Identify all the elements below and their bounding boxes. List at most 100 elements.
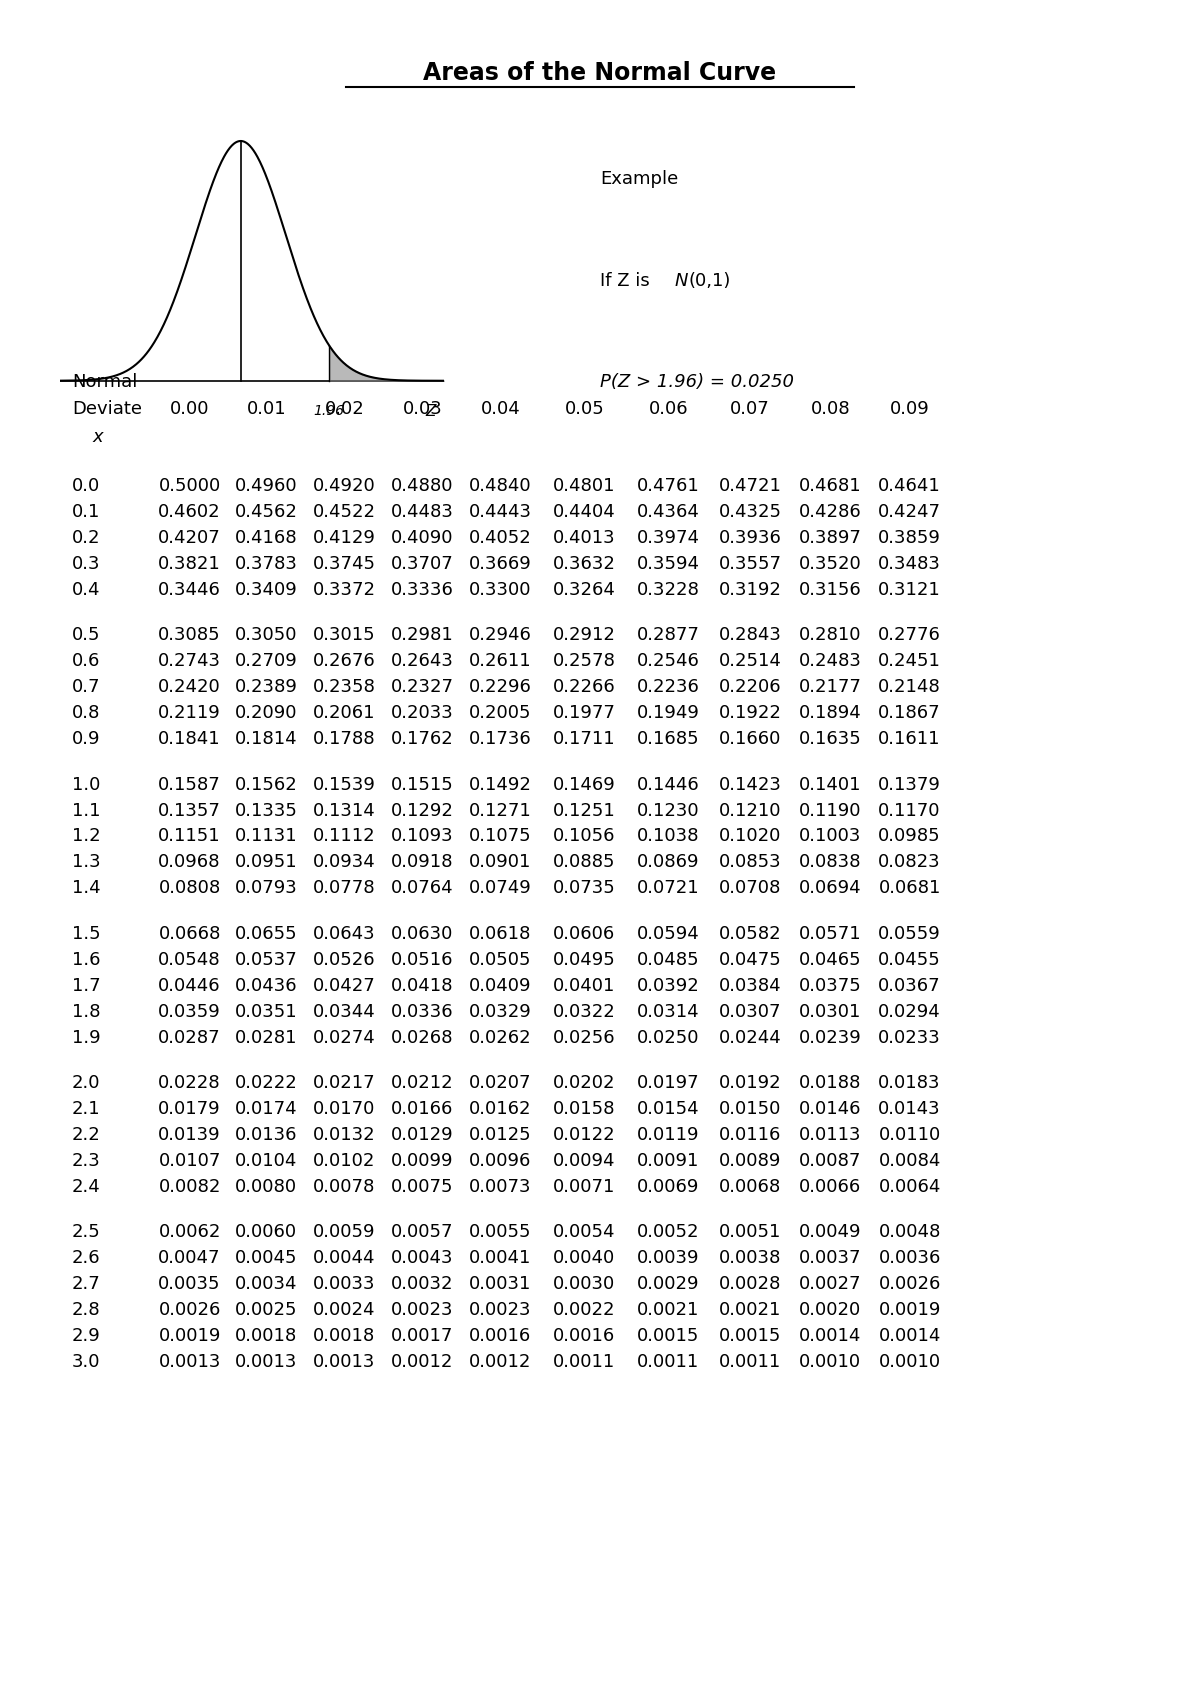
Text: 0.3050: 0.3050 — [235, 626, 298, 645]
Text: 0.1469: 0.1469 — [553, 776, 616, 794]
Text: 0.0505: 0.0505 — [469, 950, 532, 969]
Text: 0.0594: 0.0594 — [637, 925, 700, 944]
Text: Z: Z — [425, 404, 436, 419]
Text: 0.6: 0.6 — [72, 652, 101, 670]
Text: 0.0869: 0.0869 — [637, 854, 700, 872]
Text: 1.2: 1.2 — [72, 828, 101, 845]
Text: 0.0016: 0.0016 — [469, 1327, 532, 1346]
Text: 0.3085: 0.3085 — [158, 626, 221, 645]
Text: 0.0244: 0.0244 — [719, 1028, 781, 1047]
Text: 1.96: 1.96 — [313, 404, 344, 417]
Text: 0.0384: 0.0384 — [719, 977, 781, 994]
Text: 0.1357: 0.1357 — [158, 801, 221, 820]
Text: 0.0630: 0.0630 — [391, 925, 454, 944]
Text: 0.3669: 0.3669 — [469, 555, 532, 574]
Text: 0.0721: 0.0721 — [637, 879, 700, 898]
Text: 0.0465: 0.0465 — [799, 950, 862, 969]
Text: 0.0048: 0.0048 — [878, 1224, 941, 1242]
Text: 0.0322: 0.0322 — [553, 1003, 616, 1022]
Text: 0.3483: 0.3483 — [878, 555, 941, 574]
Text: 0.09: 0.09 — [889, 400, 930, 419]
Text: 0.0455: 0.0455 — [878, 950, 941, 969]
Text: 0.2420: 0.2420 — [158, 679, 221, 696]
Text: 0.1660: 0.1660 — [719, 730, 781, 748]
Text: 0.0537: 0.0537 — [235, 950, 298, 969]
Text: Deviate: Deviate — [72, 400, 142, 419]
Text: 0.3264: 0.3264 — [553, 580, 616, 599]
Text: 0.4522: 0.4522 — [313, 502, 376, 521]
Text: 0.3974: 0.3974 — [637, 529, 700, 546]
Text: 0.0012: 0.0012 — [391, 1353, 454, 1371]
Text: 0.0427: 0.0427 — [313, 977, 376, 994]
Text: 0.0: 0.0 — [72, 477, 101, 496]
Text: 0.0179: 0.0179 — [158, 1100, 221, 1118]
Text: 0.0885: 0.0885 — [553, 854, 616, 872]
Text: 2.1: 2.1 — [72, 1100, 101, 1118]
Text: 0.2389: 0.2389 — [235, 679, 298, 696]
Text: 0.2946: 0.2946 — [469, 626, 532, 645]
Text: 0.06: 0.06 — [648, 400, 689, 419]
Text: 0.2090: 0.2090 — [235, 704, 298, 723]
Text: 0.2451: 0.2451 — [878, 652, 941, 670]
Text: 0.0287: 0.0287 — [158, 1028, 221, 1047]
Text: 0.0013: 0.0013 — [158, 1353, 221, 1371]
Text: 0.0582: 0.0582 — [719, 925, 781, 944]
Text: 0.0446: 0.0446 — [158, 977, 221, 994]
Text: 0.0110: 0.0110 — [878, 1127, 941, 1144]
Text: 0.4090: 0.4090 — [391, 529, 454, 546]
Text: 0.0808: 0.0808 — [158, 879, 221, 898]
Text: 0.0256: 0.0256 — [553, 1028, 616, 1047]
Text: 0.0436: 0.0436 — [235, 977, 298, 994]
Text: 0.3936: 0.3936 — [719, 529, 781, 546]
Text: 0.0057: 0.0057 — [391, 1224, 454, 1242]
Text: 0.1894: 0.1894 — [799, 704, 862, 723]
Text: 0.0571: 0.0571 — [799, 925, 862, 944]
Text: 0.4840: 0.4840 — [469, 477, 532, 496]
Text: 0.1003: 0.1003 — [799, 828, 862, 845]
Text: 0.0075: 0.0075 — [391, 1178, 454, 1196]
Text: 0.1587: 0.1587 — [158, 776, 221, 794]
Text: 0.0294: 0.0294 — [878, 1003, 941, 1022]
Text: 0.0170: 0.0170 — [313, 1100, 376, 1118]
Text: 0.0559: 0.0559 — [878, 925, 941, 944]
Text: 0.4960: 0.4960 — [235, 477, 298, 496]
Text: 0.1038: 0.1038 — [637, 828, 700, 845]
Text: 0.4641: 0.4641 — [878, 477, 941, 496]
Text: 0.0166: 0.0166 — [391, 1100, 454, 1118]
Text: 0.1230: 0.1230 — [637, 801, 700, 820]
Text: 0.5000: 0.5000 — [158, 477, 221, 496]
Text: 0.0197: 0.0197 — [637, 1074, 700, 1093]
Text: 0.0418: 0.0418 — [391, 977, 454, 994]
Text: 0.0049: 0.0049 — [799, 1224, 862, 1242]
Text: 0.0162: 0.0162 — [469, 1100, 532, 1118]
Text: 0.0901: 0.0901 — [469, 854, 532, 872]
Text: 0.2358: 0.2358 — [313, 679, 376, 696]
Text: 0.3783: 0.3783 — [235, 555, 298, 574]
Text: 0.4364: 0.4364 — [637, 502, 700, 521]
Text: 0.0375: 0.0375 — [799, 977, 862, 994]
Text: 0.07: 0.07 — [730, 400, 770, 419]
Text: 0.4013: 0.4013 — [553, 529, 616, 546]
Text: 0.0020: 0.0020 — [799, 1302, 862, 1319]
Text: 0.0262: 0.0262 — [469, 1028, 532, 1047]
Text: 0.4880: 0.4880 — [391, 477, 454, 496]
Text: 0.0329: 0.0329 — [469, 1003, 532, 1022]
Text: 0.8: 0.8 — [72, 704, 101, 723]
Text: 0.0475: 0.0475 — [719, 950, 781, 969]
Text: 0.0158: 0.0158 — [553, 1100, 616, 1118]
Text: 0.1314: 0.1314 — [313, 801, 376, 820]
Text: 0.0059: 0.0059 — [313, 1224, 376, 1242]
Text: 0.3015: 0.3015 — [313, 626, 376, 645]
Text: 2.7: 2.7 — [72, 1276, 101, 1293]
Text: 0.7: 0.7 — [72, 679, 101, 696]
Text: 0.9: 0.9 — [72, 730, 101, 748]
Text: 0.0010: 0.0010 — [878, 1353, 941, 1371]
Text: 2.2: 2.2 — [72, 1127, 101, 1144]
Text: 0.0011: 0.0011 — [719, 1353, 781, 1371]
Text: 0.0022: 0.0022 — [553, 1302, 616, 1319]
Text: 0.0344: 0.0344 — [313, 1003, 376, 1022]
Text: 0.1949: 0.1949 — [637, 704, 700, 723]
Text: 0.0838: 0.0838 — [799, 854, 862, 872]
Text: 0.1685: 0.1685 — [637, 730, 700, 748]
Text: 0.0047: 0.0047 — [158, 1249, 221, 1268]
